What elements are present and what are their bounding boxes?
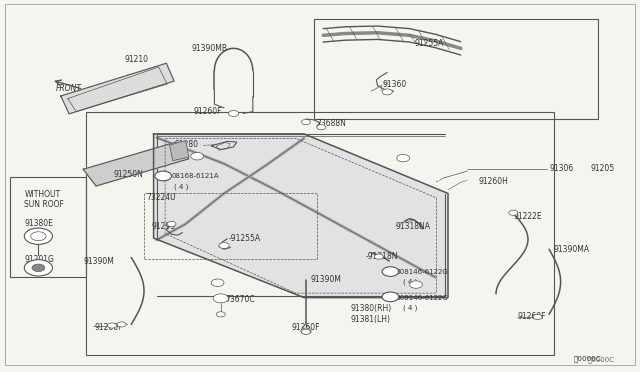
Circle shape: [374, 254, 383, 259]
Circle shape: [382, 89, 392, 95]
Text: ( 4 ): ( 4 ): [174, 183, 188, 190]
Text: 91260F: 91260F: [517, 312, 546, 321]
Circle shape: [216, 312, 225, 317]
Circle shape: [167, 221, 176, 227]
Text: 91260H: 91260H: [479, 177, 509, 186]
Text: -91255A: -91255A: [229, 234, 261, 243]
Text: 91280: 91280: [174, 140, 198, 149]
Circle shape: [117, 322, 126, 327]
Text: ( 4 ): ( 4 ): [403, 305, 417, 311]
Text: 73670C: 73670C: [225, 295, 255, 304]
Text: -91318N: -91318N: [366, 252, 399, 261]
Text: 91380E: 91380E: [24, 219, 53, 228]
Text: B: B: [161, 173, 166, 179]
Text: ( 4 ): ( 4 ): [403, 279, 417, 285]
Bar: [10, 177, 86, 277]
Text: 91360: 91360: [383, 80, 407, 89]
Circle shape: [191, 153, 204, 160]
Circle shape: [108, 323, 116, 328]
Circle shape: [155, 171, 172, 181]
Text: 猶0000C: 猶0000C: [573, 356, 602, 362]
Text: 91318NA: 91318NA: [396, 222, 431, 231]
Text: 91295: 91295: [152, 222, 176, 231]
Text: 91390MB: 91390MB: [192, 44, 228, 53]
Text: 91222E: 91222E: [513, 212, 542, 221]
Circle shape: [301, 328, 311, 334]
Circle shape: [31, 232, 46, 241]
Text: 73224U: 73224U: [146, 193, 175, 202]
Polygon shape: [170, 141, 189, 161]
Text: B08146-6122G: B08146-6122G: [396, 295, 448, 301]
Text: 91260F: 91260F: [291, 323, 320, 332]
Text: 91390M: 91390M: [310, 275, 341, 283]
Text: B08146-6122G: B08146-6122G: [396, 269, 448, 275]
Circle shape: [382, 292, 399, 302]
Text: 91260F: 91260F: [95, 323, 124, 332]
Polygon shape: [61, 63, 174, 114]
Text: 91260F: 91260F: [193, 107, 222, 116]
Text: 91255A: 91255A: [415, 39, 444, 48]
Text: B: B: [388, 269, 393, 275]
Text: FRONT: FRONT: [56, 84, 82, 93]
Circle shape: [213, 294, 228, 303]
Text: 73688N: 73688N: [317, 119, 347, 128]
Text: SUN ROOF: SUN ROOF: [24, 200, 64, 209]
Bar: [314, 19, 598, 119]
Bar: [86, 112, 554, 355]
Text: 91250N: 91250N: [114, 170, 144, 179]
Text: 91201G: 91201G: [24, 255, 54, 264]
Circle shape: [382, 267, 399, 276]
Polygon shape: [154, 134, 448, 298]
Text: WITHOUT: WITHOUT: [24, 190, 60, 199]
Text: 91390MA: 91390MA: [554, 246, 589, 254]
Text: B: B: [388, 294, 393, 300]
Text: 91380(RH): 91380(RH): [351, 304, 392, 313]
Circle shape: [301, 119, 310, 125]
Circle shape: [32, 264, 45, 272]
Text: 91210: 91210: [125, 55, 149, 64]
Bar: [144, 193, 317, 259]
Polygon shape: [83, 142, 189, 186]
Text: 獳6000C: 獳6000C: [588, 357, 614, 363]
Circle shape: [301, 329, 310, 334]
Circle shape: [219, 243, 229, 248]
Circle shape: [211, 279, 224, 286]
Circle shape: [509, 210, 518, 215]
Text: 91381(LH): 91381(LH): [351, 315, 390, 324]
Circle shape: [397, 154, 410, 162]
Text: 91390M: 91390M: [83, 257, 114, 266]
Circle shape: [410, 281, 422, 288]
Circle shape: [317, 125, 326, 130]
Text: 91205: 91205: [590, 164, 614, 173]
Text: 91306: 91306: [549, 164, 573, 173]
Circle shape: [228, 110, 239, 116]
Text: 08168-6121A: 08168-6121A: [172, 173, 219, 179]
Circle shape: [533, 314, 542, 320]
Circle shape: [24, 228, 52, 244]
Circle shape: [24, 260, 52, 276]
